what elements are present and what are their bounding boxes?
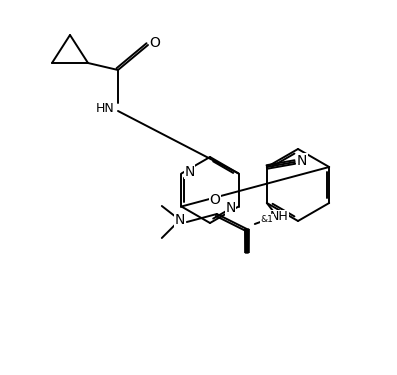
Text: HN: HN: [96, 102, 114, 116]
Text: N: N: [175, 213, 185, 227]
Text: N: N: [184, 165, 195, 178]
Text: O: O: [150, 36, 160, 50]
Polygon shape: [245, 229, 249, 253]
Text: &1: &1: [261, 214, 274, 223]
Text: NH: NH: [270, 210, 288, 224]
Text: N: N: [297, 154, 307, 168]
Text: O: O: [209, 193, 220, 207]
Text: N: N: [225, 201, 236, 216]
